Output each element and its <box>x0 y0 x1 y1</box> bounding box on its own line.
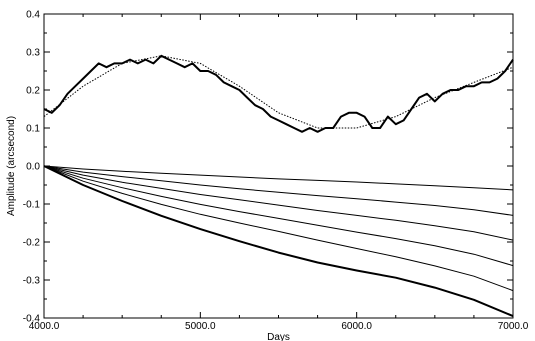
x-tick-label: 7000.0 <box>498 321 529 332</box>
y-tick-label: 0.0 <box>26 162 40 173</box>
series-line-3 <box>43 165 514 191</box>
x-tick-label: 5000.0 <box>185 321 216 332</box>
series-line-4 <box>43 165 514 216</box>
x-tick-label: 4000.0 <box>29 321 60 332</box>
x-axis-label: Days <box>267 332 290 341</box>
x-tick-label: 6000.0 <box>341 321 372 332</box>
y-tick-label: 0.3 <box>26 48 40 59</box>
series-line-6 <box>43 165 514 267</box>
axis-ticks: -0.4 -0.3 -0.2 -0.1 0.0 0.1 0.2 0.3 0.4 4000.0 500… <box>23 10 529 333</box>
y-tick-label: -0.4 <box>23 314 41 325</box>
y-tick-label: -0.3 <box>23 276 41 287</box>
plot-frame <box>43 13 514 319</box>
series-layer <box>43 54 514 318</box>
series-line-1 <box>43 54 514 133</box>
series-line-7 <box>43 165 514 292</box>
y-tick-label: 0.2 <box>26 86 40 97</box>
y-axis-label: Amplitude (arcsecond) <box>6 116 17 216</box>
y-tick-label: 0.4 <box>26 10 40 21</box>
y-tick-label: 0.1 <box>26 124 40 135</box>
series-line-5 <box>43 165 514 241</box>
series-line-2 <box>43 55 514 129</box>
y-tick-label: -0.1 <box>23 200 41 211</box>
y-tick-label: -0.2 <box>23 238 41 249</box>
series-line-8 <box>43 165 514 318</box>
